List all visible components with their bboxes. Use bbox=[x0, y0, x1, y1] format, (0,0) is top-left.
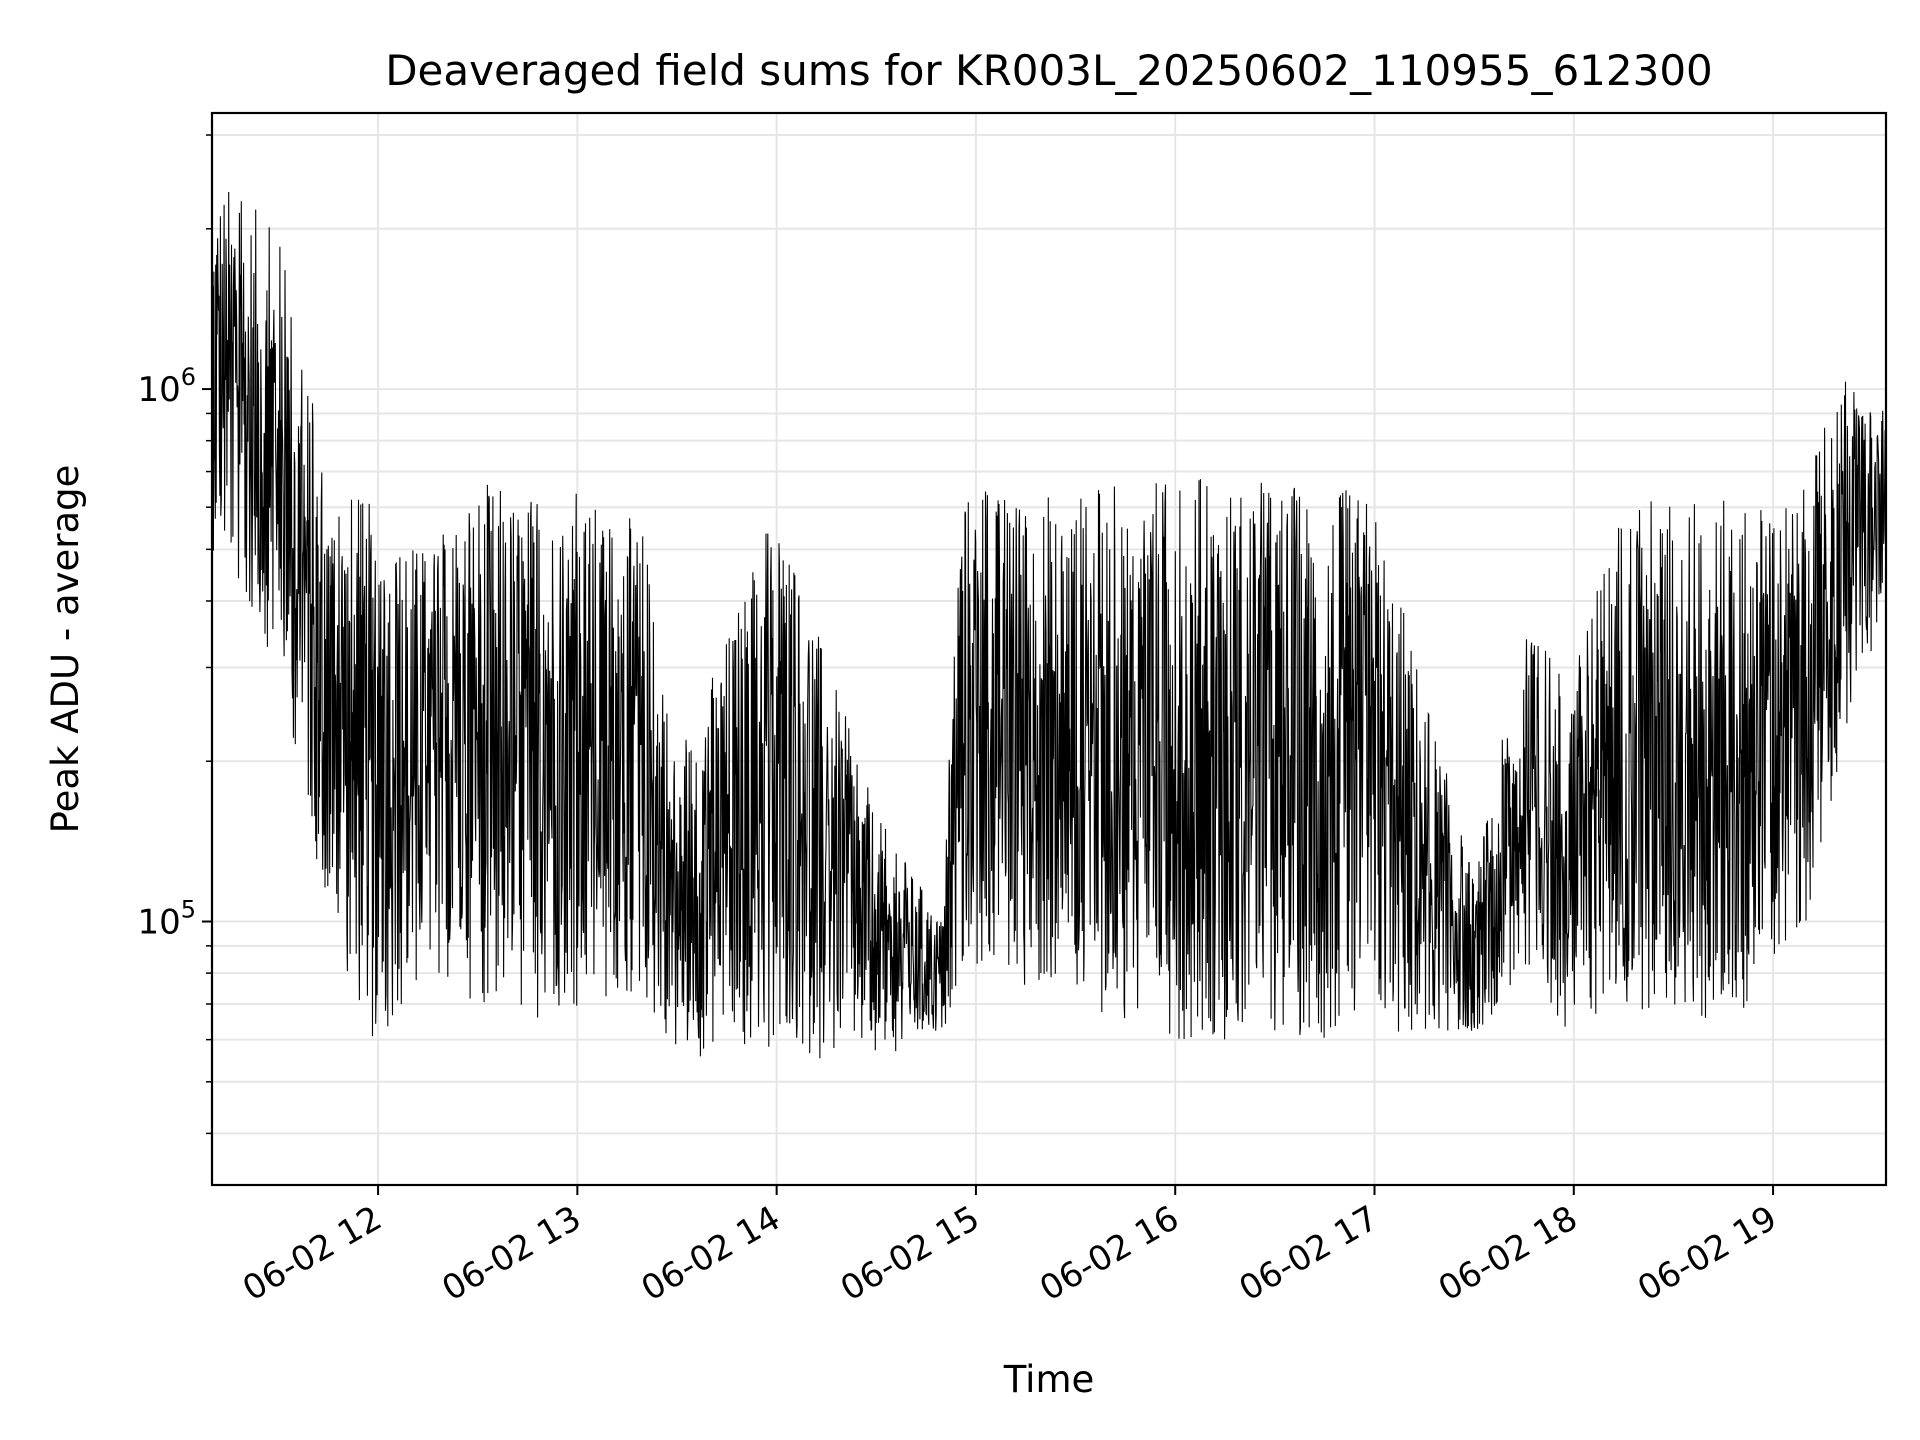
plot-area bbox=[211, 191, 1887, 1059]
y-tick-label-base: 10 bbox=[137, 370, 180, 410]
y-axis-label: Peak ADU - average bbox=[44, 465, 87, 834]
y-tick-label-exponent: 5 bbox=[181, 896, 196, 924]
y-tick-label-exponent: 6 bbox=[181, 363, 196, 391]
x-axis-label: Time bbox=[1003, 1358, 1095, 1401]
y-tick-label-base: 10 bbox=[137, 903, 180, 943]
y-tick-label: 105 bbox=[137, 896, 196, 943]
axes-frame bbox=[210, 111, 1888, 1187]
series-line bbox=[211, 191, 1887, 1059]
chart-title: Deaveraged field sums for KR003L_2025060… bbox=[385, 46, 1713, 95]
y-tick-label: 106 bbox=[137, 363, 196, 410]
